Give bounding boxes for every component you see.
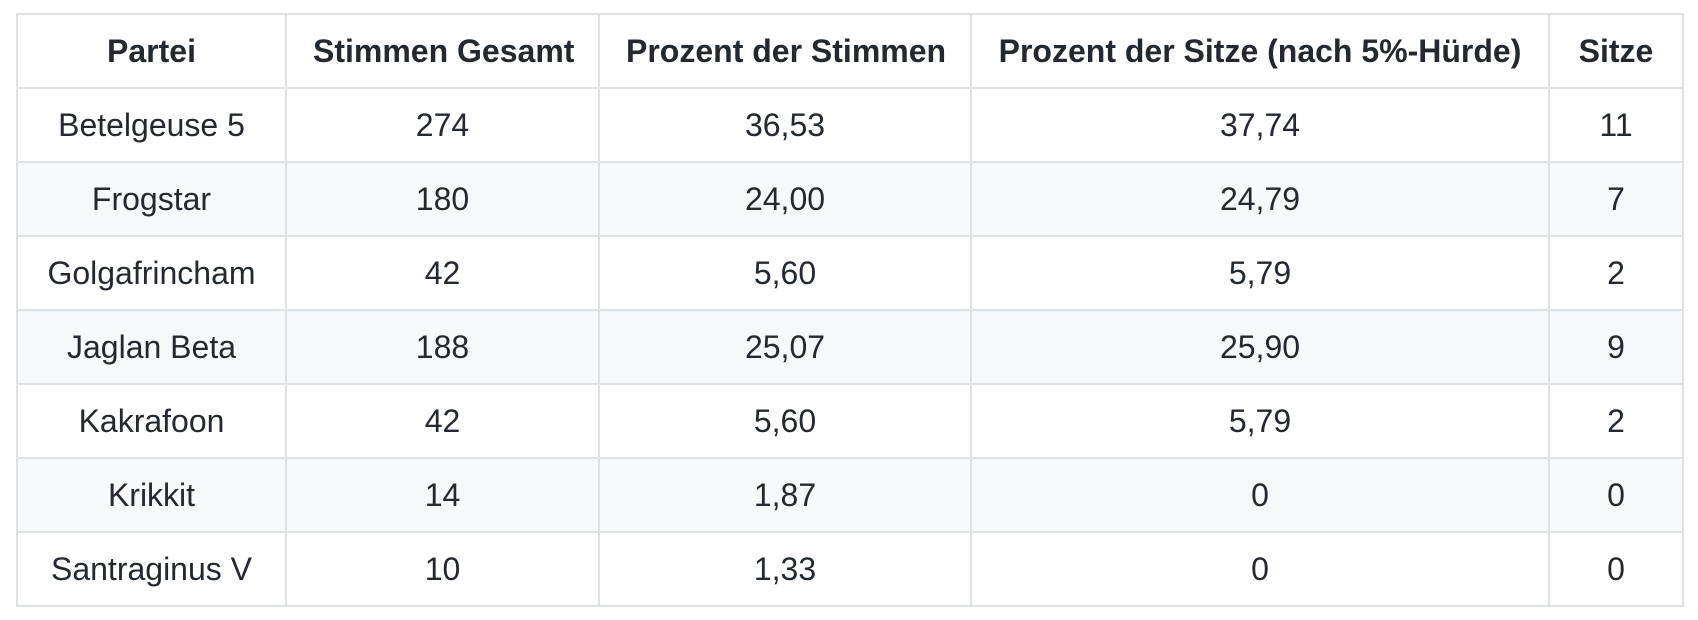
table-header-row: Partei Stimmen Gesamt Prozent der Stimmen P… (16, 13, 1684, 89)
table-row: Betelgeuse 5 274 36,53 37,74 11 (16, 87, 1684, 163)
party-cell: Frogstar (16, 161, 287, 237)
value-cell: 25,07 (598, 309, 972, 385)
value-cell: 2 (1548, 235, 1684, 311)
value-cell: 180 (285, 161, 600, 237)
value-cell: 25,90 (970, 309, 1550, 385)
value-cell: 274 (285, 87, 600, 163)
value-cell: 5,79 (970, 383, 1550, 459)
value-cell: 7 (1548, 161, 1684, 237)
election-results-table: Partei Stimmen Gesamt Prozent der Stimmen P… (16, 13, 1684, 607)
value-cell: 24,00 (598, 161, 972, 237)
column-header-0: Partei (16, 13, 287, 89)
party-cell: Betelgeuse 5 (16, 87, 287, 163)
value-cell: 36,53 (598, 87, 972, 163)
value-cell: 11 (1548, 87, 1684, 163)
value-cell: 0 (970, 531, 1550, 607)
value-cell: 188 (285, 309, 600, 385)
value-cell: 42 (285, 383, 600, 459)
value-cell: 5,60 (598, 235, 972, 311)
value-cell: 9 (1548, 309, 1684, 385)
value-cell: 1,87 (598, 457, 972, 533)
table-header: Partei Stimmen Gesamt Prozent der Stimmen P… (16, 13, 1684, 89)
value-cell: 42 (285, 235, 600, 311)
column-header-1: Stimmen Gesamt (285, 13, 600, 89)
party-cell: Krikkit (16, 457, 287, 533)
column-header-2: Prozent der Stimmen (598, 13, 972, 89)
table-row: Frogstar 180 24,00 24,79 7 (16, 161, 1684, 237)
table-row: Jaglan Beta 188 25,07 25,90 9 (16, 309, 1684, 385)
value-cell: 0 (1548, 457, 1684, 533)
table-row: Krikkit 14 1,87 0 0 (16, 457, 1684, 533)
table-row: Kakrafoon 42 5,60 5,79 2 (16, 383, 1684, 459)
value-cell: 1,33 (598, 531, 972, 607)
value-cell: 5,60 (598, 383, 972, 459)
column-header-4: Sitze (1548, 13, 1684, 89)
table-row: Golgafrincham 42 5,60 5,79 2 (16, 235, 1684, 311)
value-cell: 0 (970, 457, 1550, 533)
value-cell: 10 (285, 531, 600, 607)
value-cell: 24,79 (970, 161, 1550, 237)
party-cell: Kakrafoon (16, 383, 287, 459)
value-cell: 0 (1548, 531, 1684, 607)
table-row: Santraginus V 10 1,33 0 0 (16, 531, 1684, 607)
value-cell: 14 (285, 457, 600, 533)
party-cell: Jaglan Beta (16, 309, 287, 385)
value-cell: 2 (1548, 383, 1684, 459)
table-body: Betelgeuse 5 274 36,53 37,74 11 Frogstar 180 24… (16, 87, 1684, 607)
column-header-3: Prozent der Sitze (nach 5%-Hürde) (970, 13, 1550, 89)
value-cell: 5,79 (970, 235, 1550, 311)
party-cell: Golgafrincham (16, 235, 287, 311)
value-cell: 37,74 (970, 87, 1550, 163)
party-cell: Santraginus V (16, 531, 287, 607)
